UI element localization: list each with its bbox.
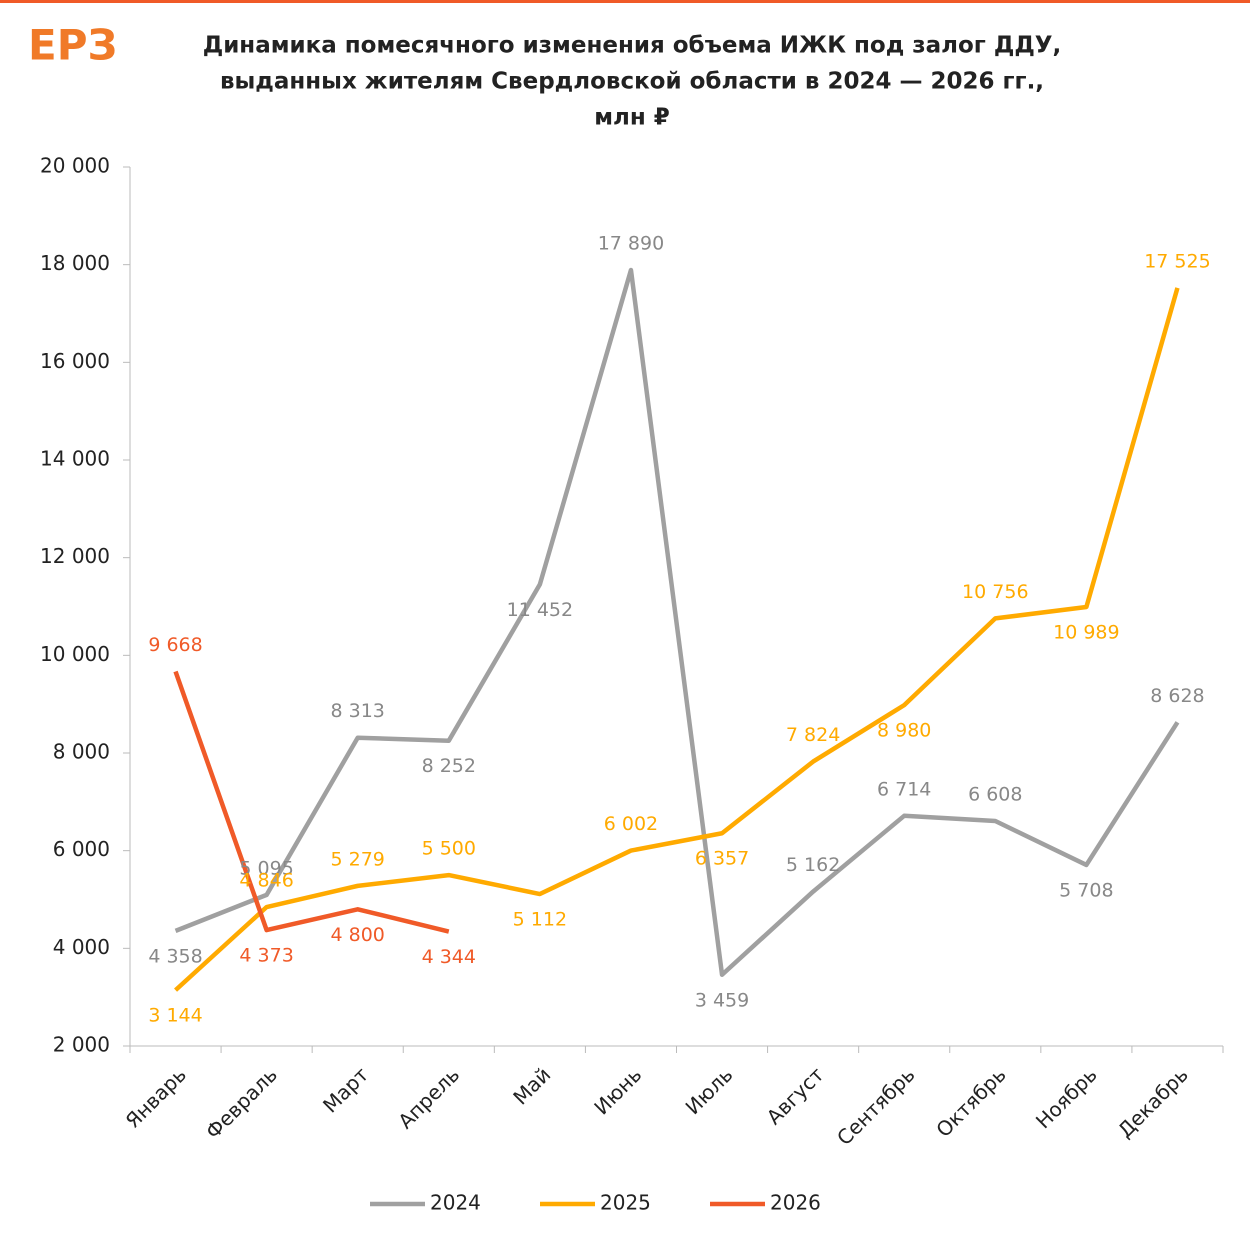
legend-label: 2025	[600, 1191, 651, 1215]
y-tick-label: 20 000	[40, 154, 110, 178]
data-label: 4 344	[422, 946, 476, 968]
data-label: 8 628	[1150, 685, 1204, 707]
data-label: 6 608	[968, 783, 1022, 805]
x-tick-label: Декабрь	[1113, 1062, 1193, 1142]
y-tick-label: 6 000	[53, 837, 110, 861]
legend-label: 2026	[770, 1191, 821, 1215]
data-label: 9 668	[148, 634, 202, 656]
data-label: 8 313	[331, 700, 385, 722]
data-label: 8 252	[422, 755, 476, 777]
data-label: 3 144	[148, 1005, 202, 1027]
data-label: 4 373	[239, 945, 293, 967]
data-label: 6 002	[604, 813, 658, 835]
data-label: 4 846	[239, 870, 293, 892]
logo: ЕРЗ	[28, 21, 117, 70]
chart-title: Динамика помесячного изменения объема ИЖ…	[203, 33, 1062, 59]
x-tick-label: Май	[508, 1062, 555, 1109]
series-line	[174, 287, 1180, 992]
data-label: 10 756	[962, 581, 1028, 603]
x-tick-label: Октябрь	[931, 1062, 1010, 1141]
chart-title: млн ₽	[594, 105, 670, 131]
x-tick-label: Ноябрь	[1031, 1062, 1102, 1133]
x-tick-label: Январь	[121, 1062, 191, 1132]
data-label: 4 800	[331, 924, 385, 946]
y-tick-label: 2 000	[53, 1033, 110, 1057]
data-label: 17 525	[1144, 250, 1210, 272]
data-label: 5 500	[422, 838, 476, 860]
series-line	[174, 267, 1180, 978]
data-label: 17 890	[598, 233, 664, 255]
data-label: 5 279	[331, 848, 385, 870]
x-tick-label: Июнь	[589, 1062, 646, 1119]
top-border	[0, 0, 1250, 3]
x-tick-label: Апрель	[393, 1062, 464, 1133]
data-label: 5 708	[1059, 879, 1113, 901]
data-label: 3 459	[695, 989, 749, 1011]
y-tick-label: 10 000	[40, 642, 110, 666]
data-label: 5 162	[786, 854, 840, 876]
series-line	[173, 670, 450, 934]
data-label: 7 824	[786, 724, 840, 746]
x-tick-label: Сентябрь	[832, 1062, 920, 1150]
x-tick-label: Июль	[681, 1062, 738, 1119]
data-label: 5 112	[513, 909, 567, 931]
data-label: 6 714	[877, 778, 931, 800]
data-label: 5 095	[239, 857, 293, 879]
x-tick-label: Февраль	[201, 1062, 282, 1143]
legend-label: 2024	[430, 1191, 481, 1215]
y-tick-label: 8 000	[53, 740, 110, 764]
y-tick-label: 18 000	[40, 251, 110, 275]
data-label: 10 989	[1053, 622, 1119, 644]
data-label: 4 358	[148, 945, 202, 967]
x-tick-label: Март	[318, 1062, 373, 1117]
data-label: 11 452	[507, 599, 573, 621]
y-tick-label: 4 000	[53, 935, 110, 959]
y-tick-label: 16 000	[40, 349, 110, 373]
x-tick-label: Август	[762, 1062, 829, 1129]
y-tick-label: 14 000	[40, 447, 110, 471]
chart-title: выданных жителям Свердловской области в …	[220, 69, 1044, 95]
data-label: 8 980	[877, 720, 931, 742]
y-tick-label: 12 000	[40, 544, 110, 568]
data-label: 6 357	[695, 848, 749, 870]
